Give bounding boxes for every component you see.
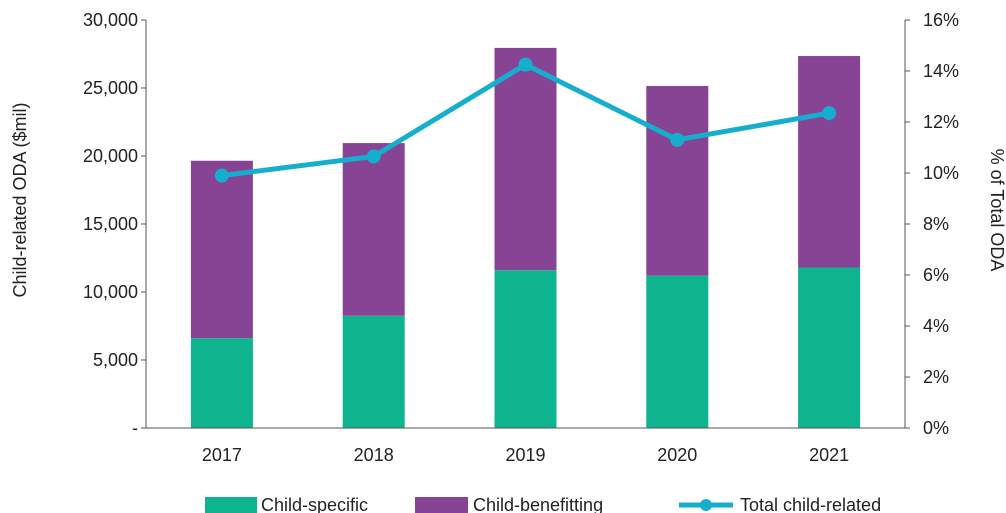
- labels-layer: Child-related ODA ($mil) % of Total ODA: [10, 102, 1006, 297]
- y2-tick-label: 4%: [923, 316, 949, 336]
- bar-child-specific-2021: [798, 267, 861, 428]
- legend-label-child-specific: Child-specific: [261, 495, 368, 513]
- y-tick-label: 10,000: [83, 282, 138, 302]
- bar-child-benefitting-2021: [798, 56, 861, 268]
- bar-child-benefitting-2019: [494, 47, 557, 271]
- bar-child-specific-2017: [190, 338, 253, 428]
- legend-label-total-child-related: Total child-related: [740, 495, 881, 513]
- x-tick-label: 2020: [657, 445, 697, 465]
- y2-tick-label: 8%: [923, 214, 949, 234]
- y-tick-label: 25,000: [83, 78, 138, 98]
- y-tick-label: 15,000: [83, 214, 138, 234]
- y2-tick-label: 14%: [923, 61, 959, 81]
- bars-layer: [190, 47, 861, 428]
- y2-tick-label: 10%: [923, 163, 959, 183]
- x-tick-label: 2019: [505, 445, 545, 465]
- y-tick-label: 20,000: [83, 146, 138, 166]
- y-tick-label: 30,000: [83, 10, 138, 30]
- bar-child-specific-2019: [494, 270, 557, 428]
- legend-marker-total-child-related: [700, 499, 712, 511]
- y2-tick-label: 0%: [923, 418, 949, 438]
- y2-axis-title: % of Total ODA: [987, 149, 1006, 272]
- axes-layer: 2017 2018 2019 2020 2021 - 5,000 10,000 15,000 20…: [83, 10, 959, 465]
- legend-swatch-child-specific: [205, 497, 257, 513]
- y2-tick-label: 6%: [923, 265, 949, 285]
- point-total-child-related-2019: [518, 57, 533, 72]
- point-total-child-related-2020: [670, 132, 685, 147]
- x-tick-label: 2021: [809, 445, 849, 465]
- y-tick-label: 5,000: [93, 350, 138, 370]
- bar-child-benefitting-2020: [646, 85, 709, 276]
- y2-tick-label: 12%: [923, 112, 959, 132]
- line-layer: [214, 57, 837, 183]
- point-total-child-related-2021: [822, 106, 837, 121]
- x-tick-label: 2018: [354, 445, 394, 465]
- legend-swatch-child-benefitting: [415, 497, 468, 513]
- y-axis-title: Child-related ODA ($mil): [10, 102, 30, 297]
- legend-label-child-benefitting: Child-benefitting: [473, 495, 603, 513]
- bar-child-benefitting-2017: [190, 160, 253, 339]
- y-tick-label: -: [132, 418, 138, 438]
- legend: Child-specific Child-benefitting Total c…: [205, 495, 881, 513]
- bar-child-specific-2020: [646, 275, 709, 428]
- bar-child-benefitting-2018: [342, 143, 405, 316]
- bar-child-specific-2018: [342, 315, 405, 428]
- point-total-child-related-2018: [366, 149, 381, 164]
- x-tick-label: 2017: [202, 445, 242, 465]
- y2-tick-label: 16%: [923, 10, 959, 30]
- point-total-child-related-2017: [214, 168, 229, 183]
- y2-tick-label: 2%: [923, 367, 949, 387]
